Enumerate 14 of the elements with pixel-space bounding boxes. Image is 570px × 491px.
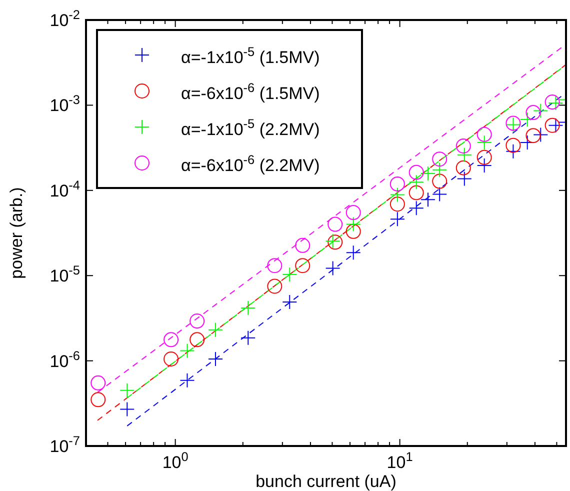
legend-label: α=-6x10$^{-6}$ (1.5MV)	[181, 80, 320, 103]
y-tick-label: 10$^{-4}$	[50, 176, 80, 200]
legend-label: α=-1x10$^{-5}$ (1.5MV)	[181, 44, 320, 67]
y-axis-title: power (arb.)	[7, 187, 26, 279]
y-tick-label: 10$^{-5}$	[50, 262, 80, 286]
y-tick-label: 10$^{-3}$	[50, 92, 80, 116]
x-tick-label: 10$^{1}$	[386, 448, 413, 472]
y-tick-label: 10$^{-6}$	[50, 347, 80, 371]
y-tick-label: 10$^{-2}$	[50, 6, 80, 30]
legend-label: α=-1x10$^{-5}$ (2.2MV)	[181, 116, 320, 139]
x-tick-label: 10$^{0}$	[162, 448, 188, 472]
x-axis-title: bunch current (uA)	[256, 472, 396, 491]
legend-label: α=-6x10$^{-6}$ (2.2MV)	[181, 152, 320, 175]
y-tick-label: 10$^{-7}$	[50, 432, 80, 456]
